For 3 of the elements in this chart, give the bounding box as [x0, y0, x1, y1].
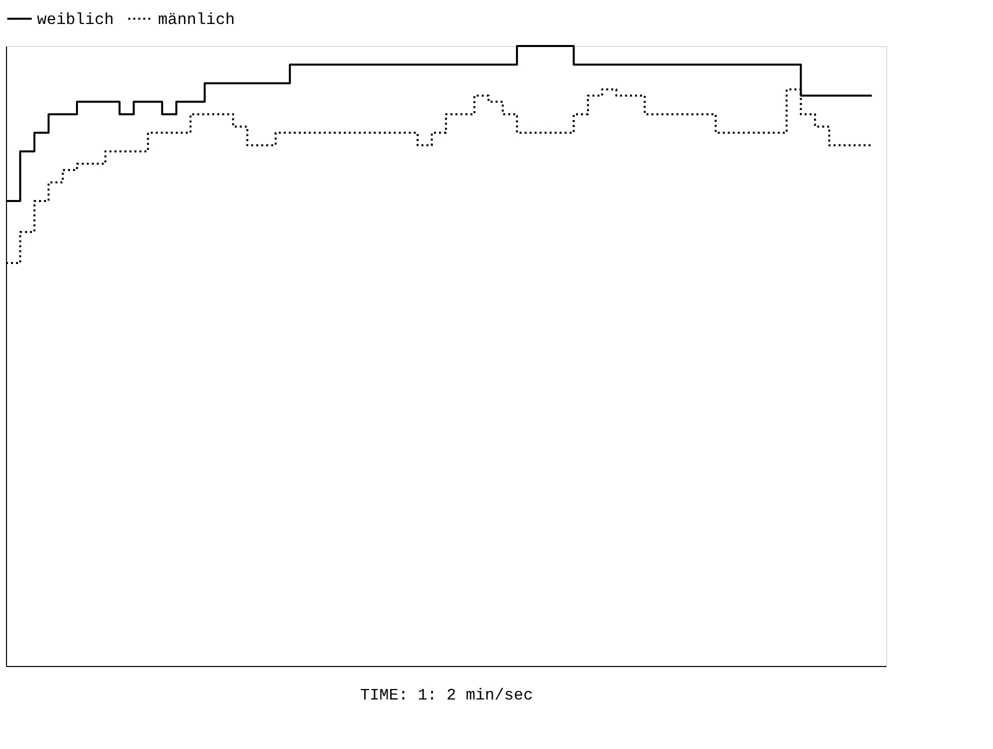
legend-label: weiblich: [37, 10, 114, 29]
x-axis-title: TIME: 1: 2 min/sec: [360, 686, 533, 704]
legend-label: männlich: [158, 10, 235, 29]
